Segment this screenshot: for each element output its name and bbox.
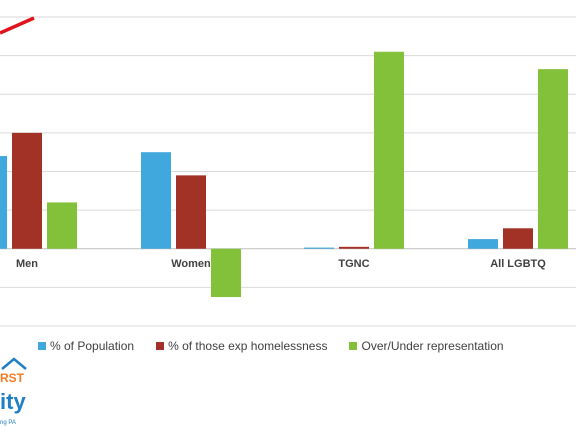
legend-label-homelessness: % of those exp homelessness: [168, 339, 328, 353]
legend-label-population: % of Population: [50, 339, 135, 353]
legend-item-representation: Over/Under representation: [349, 339, 504, 353]
red-arrow-fragment: [0, 16, 35, 35]
bar-population-men: [0, 156, 7, 249]
bar-homelessness-tgnc: [339, 246, 369, 249]
bar-homelessness-all-lgbtq: [503, 228, 533, 249]
legend-item-homelessness: % of those exp homelessness: [156, 339, 327, 353]
category-labels: Men Women TGNC All LGBTQ: [16, 258, 546, 270]
legend-swatch-population: [38, 342, 46, 350]
bar-representation-tgnc: [374, 51, 404, 249]
logo-text-small: ng PA: [0, 420, 16, 426]
category-label: Men: [16, 258, 38, 270]
bar-population-all-lgbtq: [468, 239, 498, 249]
legend-label-representation: Over/Under representation: [361, 339, 504, 353]
bar-representation-all-lgbtq: [538, 69, 568, 249]
organization-logo: RST ity ng PA: [0, 357, 27, 426]
bar-homelessness-men: [12, 132, 42, 249]
gridlines: [0, 16, 576, 327]
legend-swatch-representation: [349, 342, 358, 350]
bar-representation-men: [47, 202, 77, 249]
legend: % of Population % of those exp homelessn…: [38, 339, 526, 353]
bar-homelessness-women: [176, 175, 206, 249]
bar-representation-women: [211, 248, 241, 298]
category-label: Women: [171, 258, 211, 270]
logo-text-top: RST: [0, 371, 25, 385]
logo-house-outline: [1, 357, 27, 370]
bar-population-tgnc: [304, 247, 334, 249]
legend-swatch-homelessness: [156, 342, 165, 350]
bars: [0, 51, 568, 298]
category-label: All LGBTQ: [490, 258, 546, 270]
category-label: TGNC: [338, 258, 369, 270]
legend-item-population: % of Population: [38, 339, 134, 353]
logo-text-main: ity: [0, 389, 26, 414]
bar-population-women: [141, 152, 171, 249]
